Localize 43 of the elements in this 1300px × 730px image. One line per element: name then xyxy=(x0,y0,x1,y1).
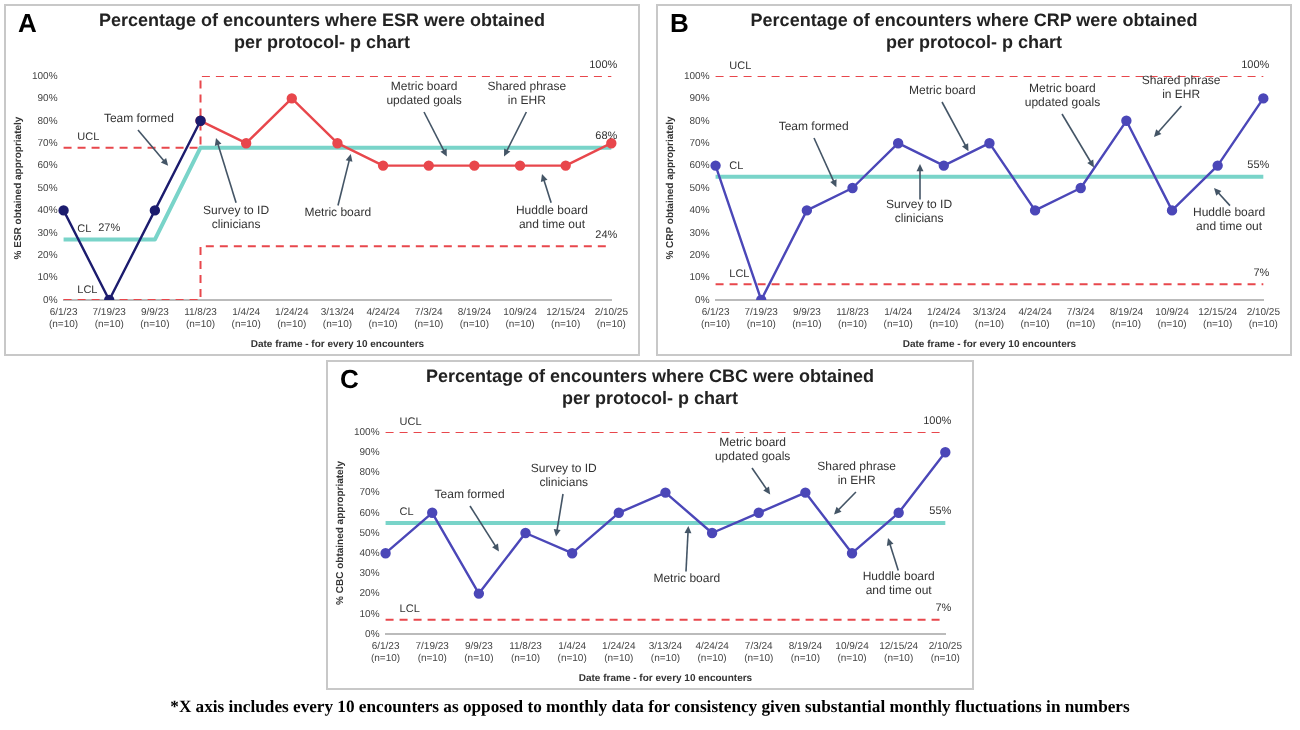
point xyxy=(469,160,480,171)
point xyxy=(560,160,571,171)
point xyxy=(514,160,526,171)
point xyxy=(1258,93,1269,104)
point xyxy=(1166,205,1178,216)
point xyxy=(58,205,69,216)
point xyxy=(893,507,904,518)
point xyxy=(753,507,764,518)
point xyxy=(332,138,343,149)
point xyxy=(566,548,578,559)
point xyxy=(1075,182,1086,194)
text: C xyxy=(340,364,359,394)
text: A xyxy=(18,8,37,38)
point xyxy=(423,160,434,171)
chart-title: Percentage of encounters where CRP were obtained per protocol- p chart xyxy=(748,10,1200,54)
point xyxy=(801,205,813,216)
point xyxy=(892,138,904,149)
point xyxy=(606,138,617,149)
chart-title: Percentage of encounters where ESR were obtained per protocol- p chart xyxy=(96,10,548,54)
point xyxy=(940,447,951,458)
point xyxy=(846,548,858,559)
point xyxy=(706,527,718,539)
point xyxy=(1121,115,1132,126)
point xyxy=(938,160,949,171)
point xyxy=(710,160,721,171)
point xyxy=(613,507,624,518)
point xyxy=(240,138,252,149)
point xyxy=(520,527,531,539)
text: *X axis includes every 10 encounters as opposed to monthly data for consistency given substantial monthly fluctuations in numbers xyxy=(168,696,1132,716)
point xyxy=(149,205,161,216)
point xyxy=(473,588,485,599)
point xyxy=(984,138,995,149)
point xyxy=(377,160,389,171)
point xyxy=(800,487,811,498)
point xyxy=(286,93,297,104)
point xyxy=(427,507,438,518)
point xyxy=(380,548,391,559)
text: B xyxy=(670,8,689,38)
point xyxy=(1212,160,1223,171)
point xyxy=(847,182,858,194)
point xyxy=(660,487,671,498)
point xyxy=(1029,205,1041,216)
chart-title: Percentage of encounters where CBC were obtained per protocol- p chart xyxy=(423,366,877,410)
